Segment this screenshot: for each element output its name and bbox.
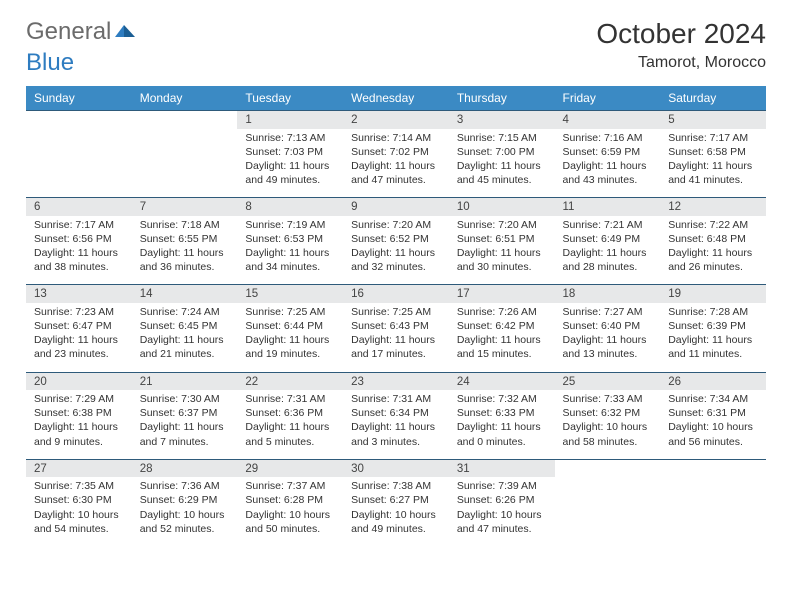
day-number-cell: 7 (132, 198, 238, 216)
day-detail-cell: Sunrise: 7:27 AMSunset: 6:40 PMDaylight:… (555, 303, 661, 372)
day-number-cell: 21 (132, 372, 238, 390)
weekday-header: Wednesday (343, 86, 449, 111)
day-detail-cell: Sunrise: 7:36 AMSunset: 6:29 PMDaylight:… (132, 477, 238, 546)
day-number-cell: 22 (237, 372, 343, 390)
day-detail-cell: Sunrise: 7:38 AMSunset: 6:27 PMDaylight:… (343, 477, 449, 546)
day-number-row: 2728293031 (26, 459, 766, 477)
day-detail-cell: Sunrise: 7:23 AMSunset: 6:47 PMDaylight:… (26, 303, 132, 372)
weekday-header: Friday (555, 86, 661, 111)
day-detail-cell: Sunrise: 7:22 AMSunset: 6:48 PMDaylight:… (660, 216, 766, 285)
day-detail-cell: Sunrise: 7:21 AMSunset: 6:49 PMDaylight:… (555, 216, 661, 285)
weekday-header: Tuesday (237, 86, 343, 111)
day-number-cell: 28 (132, 459, 238, 477)
day-detail-cell: Sunrise: 7:29 AMSunset: 6:38 PMDaylight:… (26, 390, 132, 459)
day-number-cell: 17 (449, 285, 555, 303)
day-detail-cell: Sunrise: 7:17 AMSunset: 6:56 PMDaylight:… (26, 216, 132, 285)
day-detail-row: Sunrise: 7:35 AMSunset: 6:30 PMDaylight:… (26, 477, 766, 546)
weekday-header: Thursday (449, 86, 555, 111)
day-number-cell: 25 (555, 372, 661, 390)
day-detail-cell: Sunrise: 7:37 AMSunset: 6:28 PMDaylight:… (237, 477, 343, 546)
day-detail-cell: Sunrise: 7:28 AMSunset: 6:39 PMDaylight:… (660, 303, 766, 372)
day-detail-cell: Sunrise: 7:33 AMSunset: 6:32 PMDaylight:… (555, 390, 661, 459)
day-detail-cell: Sunrise: 7:20 AMSunset: 6:52 PMDaylight:… (343, 216, 449, 285)
day-number-cell: 9 (343, 198, 449, 216)
logo-text-blue: Blue (26, 49, 74, 77)
day-number-row: 6789101112 (26, 198, 766, 216)
day-detail-cell: Sunrise: 7:13 AMSunset: 7:03 PMDaylight:… (237, 129, 343, 198)
location: Tamorot, Morocco (596, 54, 766, 72)
day-number-cell: 26 (660, 372, 766, 390)
day-detail-row: Sunrise: 7:17 AMSunset: 6:56 PMDaylight:… (26, 216, 766, 285)
day-number-cell: 10 (449, 198, 555, 216)
day-number-cell: 2 (343, 111, 449, 129)
weekday-header: Saturday (660, 86, 766, 111)
day-detail-row: Sunrise: 7:23 AMSunset: 6:47 PMDaylight:… (26, 303, 766, 372)
day-detail-cell: Sunrise: 7:34 AMSunset: 6:31 PMDaylight:… (660, 390, 766, 459)
day-number-cell: 24 (449, 372, 555, 390)
day-number-cell: 4 (555, 111, 661, 129)
day-number-cell: 5 (660, 111, 766, 129)
day-detail-cell: Sunrise: 7:25 AMSunset: 6:43 PMDaylight:… (343, 303, 449, 372)
day-detail-cell: Sunrise: 7:39 AMSunset: 6:26 PMDaylight:… (449, 477, 555, 546)
day-number-cell: 16 (343, 285, 449, 303)
day-detail-cell: Sunrise: 7:14 AMSunset: 7:02 PMDaylight:… (343, 129, 449, 198)
day-detail-cell: Sunrise: 7:31 AMSunset: 6:36 PMDaylight:… (237, 390, 343, 459)
day-detail-cell: Sunrise: 7:35 AMSunset: 6:30 PMDaylight:… (26, 477, 132, 546)
day-number-cell: 20 (26, 372, 132, 390)
month-title: October 2024 (596, 18, 766, 50)
weekday-header-row: SundayMondayTuesdayWednesdayThursdayFrid… (26, 86, 766, 111)
day-detail-cell: Sunrise: 7:32 AMSunset: 6:33 PMDaylight:… (449, 390, 555, 459)
day-number-row: 12345 (26, 111, 766, 129)
day-number-row: 20212223242526 (26, 372, 766, 390)
day-number-cell: 15 (237, 285, 343, 303)
day-number-cell: 3 (449, 111, 555, 129)
logo: General (26, 18, 139, 46)
day-detail-cell: Sunrise: 7:20 AMSunset: 6:51 PMDaylight:… (449, 216, 555, 285)
day-detail-cell (132, 129, 238, 198)
day-detail-cell: Sunrise: 7:16 AMSunset: 6:59 PMDaylight:… (555, 129, 661, 198)
day-detail-cell: Sunrise: 7:18 AMSunset: 6:55 PMDaylight:… (132, 216, 238, 285)
day-number-cell: 13 (26, 285, 132, 303)
logo-mark-icon (115, 23, 137, 41)
title-block: October 2024 Tamorot, Morocco (596, 18, 766, 72)
day-detail-cell: Sunrise: 7:15 AMSunset: 7:00 PMDaylight:… (449, 129, 555, 198)
day-number-cell (555, 459, 661, 477)
day-detail-cell (660, 477, 766, 546)
weekday-header: Monday (132, 86, 238, 111)
day-detail-cell: Sunrise: 7:24 AMSunset: 6:45 PMDaylight:… (132, 303, 238, 372)
weekday-header: Sunday (26, 86, 132, 111)
day-number-row: 13141516171819 (26, 285, 766, 303)
day-detail-cell (555, 477, 661, 546)
day-number-cell (660, 459, 766, 477)
day-detail-cell: Sunrise: 7:26 AMSunset: 6:42 PMDaylight:… (449, 303, 555, 372)
day-number-cell: 14 (132, 285, 238, 303)
day-number-cell: 6 (26, 198, 132, 216)
day-number-cell: 19 (660, 285, 766, 303)
day-detail-cell: Sunrise: 7:30 AMSunset: 6:37 PMDaylight:… (132, 390, 238, 459)
day-number-cell: 18 (555, 285, 661, 303)
day-number-cell: 29 (237, 459, 343, 477)
day-detail-row: Sunrise: 7:29 AMSunset: 6:38 PMDaylight:… (26, 390, 766, 459)
day-number-cell: 27 (26, 459, 132, 477)
day-detail-cell: Sunrise: 7:25 AMSunset: 6:44 PMDaylight:… (237, 303, 343, 372)
day-number-cell: 12 (660, 198, 766, 216)
logo-text-general: General (26, 18, 111, 46)
day-number-cell: 8 (237, 198, 343, 216)
day-number-cell (26, 111, 132, 129)
calendar-table: SundayMondayTuesdayWednesdayThursdayFrid… (26, 86, 766, 546)
day-detail-cell: Sunrise: 7:31 AMSunset: 6:34 PMDaylight:… (343, 390, 449, 459)
day-number-cell: 30 (343, 459, 449, 477)
day-number-cell: 11 (555, 198, 661, 216)
day-detail-row: Sunrise: 7:13 AMSunset: 7:03 PMDaylight:… (26, 129, 766, 198)
day-number-cell (132, 111, 238, 129)
day-detail-cell: Sunrise: 7:17 AMSunset: 6:58 PMDaylight:… (660, 129, 766, 198)
header: General October 2024 Tamorot, Morocco (26, 18, 766, 72)
day-number-cell: 31 (449, 459, 555, 477)
day-detail-cell: Sunrise: 7:19 AMSunset: 6:53 PMDaylight:… (237, 216, 343, 285)
day-detail-cell (26, 129, 132, 198)
day-number-cell: 23 (343, 372, 449, 390)
day-number-cell: 1 (237, 111, 343, 129)
